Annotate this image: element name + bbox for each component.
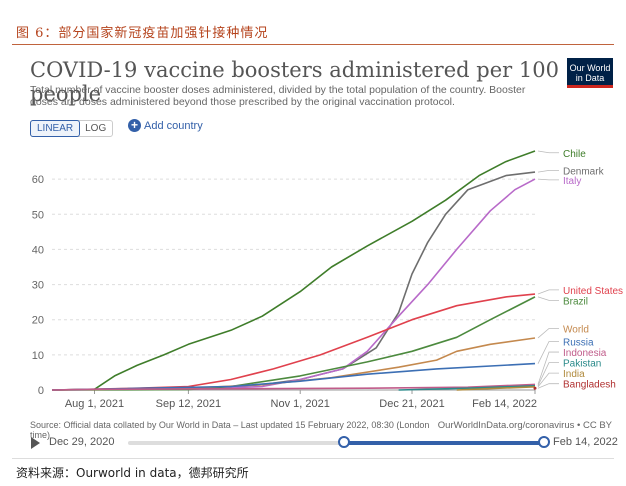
x-tick-label: Feb 14, 2022 bbox=[472, 398, 537, 410]
plus-circle-icon: + bbox=[128, 119, 141, 132]
y-tick-label: 60 bbox=[32, 174, 44, 186]
y-tick-label: 30 bbox=[32, 280, 44, 292]
line-chart: 0 10 20 30 40 50 60 Aug 1, 2021 Sep 12, 2021 Nov … bbox=[32, 149, 623, 410]
legend-label: India bbox=[563, 369, 585, 380]
timeline-start-date: Dec 29, 2020 bbox=[49, 436, 115, 448]
y-tick-label: 0 bbox=[38, 385, 44, 397]
series-line bbox=[51, 178, 536, 391]
legend-connector bbox=[537, 328, 559, 339]
legend-label: Indonesia bbox=[563, 348, 607, 359]
y-tick-label: 10 bbox=[32, 350, 44, 362]
legend-connector bbox=[537, 383, 559, 389]
legend-label: Pakistan bbox=[563, 359, 601, 370]
series-line bbox=[456, 386, 536, 391]
x-tick-label: Sep 12, 2021 bbox=[156, 398, 221, 410]
timeline-end-handle[interactable] bbox=[538, 436, 550, 448]
add-country-label: Add country bbox=[144, 119, 203, 132]
legend-connector bbox=[537, 178, 559, 181]
caption-divider bbox=[12, 44, 614, 45]
y-tick-label: 40 bbox=[32, 244, 44, 256]
chart-subtitle: Total number of vaccine booster doses ad… bbox=[30, 84, 526, 108]
series-line bbox=[51, 171, 536, 391]
series-line bbox=[398, 385, 536, 391]
add-country-button[interactable]: + Add country bbox=[128, 119, 203, 132]
y-tick-label: 20 bbox=[32, 315, 44, 327]
series-line bbox=[51, 362, 536, 391]
series-line bbox=[51, 293, 536, 391]
footer-divider bbox=[12, 458, 614, 459]
timeline-selected-range bbox=[344, 441, 544, 445]
legend-connector bbox=[537, 169, 559, 173]
scale-toggle[interactable]: LINEAR LOG bbox=[30, 120, 114, 137]
owid-logo[interactable]: Our World in Data bbox=[567, 58, 613, 88]
source-url[interactable]: OurWorldInData.org/coronavirus • CC BY bbox=[437, 420, 612, 431]
log-toggle-button[interactable]: LOG bbox=[85, 123, 107, 134]
series-line bbox=[51, 383, 536, 391]
footer-source: 资料来源：Ourworld in data，德邦研究所 bbox=[16, 466, 249, 480]
series-line bbox=[51, 150, 536, 391]
legend-label: Denmark bbox=[563, 166, 605, 177]
legend-connector bbox=[537, 372, 559, 388]
timeline-end-date: Feb 14, 2022 bbox=[553, 436, 618, 448]
figure-caption: 图 6：部分国家新冠疫苗加强针接种情况 bbox=[16, 26, 269, 41]
linear-toggle-button[interactable]: LINEAR bbox=[30, 120, 81, 137]
legend-connector bbox=[537, 289, 559, 295]
series-line bbox=[51, 296, 536, 391]
x-tick-label: Nov 1, 2021 bbox=[271, 398, 330, 410]
legend-label: Brazil bbox=[563, 296, 588, 307]
chart-title: COVID-19 vaccine boosters administered p… bbox=[30, 58, 559, 106]
legend-label: Bangladesh bbox=[563, 380, 616, 391]
play-icon[interactable] bbox=[31, 437, 40, 449]
legend-label: World bbox=[563, 325, 589, 336]
legend-connector bbox=[537, 351, 559, 385]
y-tick-label: 50 bbox=[32, 209, 44, 221]
timeline-start-handle[interactable] bbox=[338, 436, 351, 448]
legend-label: Russia bbox=[563, 338, 594, 349]
legend-label: United States bbox=[563, 286, 623, 297]
x-tick-label: Aug 1, 2021 bbox=[65, 398, 124, 410]
legend-label: Chile bbox=[563, 149, 586, 160]
legend-label: Italy bbox=[563, 176, 581, 187]
legend-connector bbox=[537, 362, 559, 386]
series-point bbox=[533, 386, 537, 390]
timeline-track[interactable] bbox=[128, 441, 544, 445]
legend-connector bbox=[537, 150, 559, 154]
source-note: Source: Official data collated by Our Wo… bbox=[30, 420, 430, 440]
legend-connector bbox=[537, 296, 559, 301]
x-tick-label: Dec 21, 2021 bbox=[379, 398, 444, 410]
legend-connector bbox=[537, 341, 559, 364]
